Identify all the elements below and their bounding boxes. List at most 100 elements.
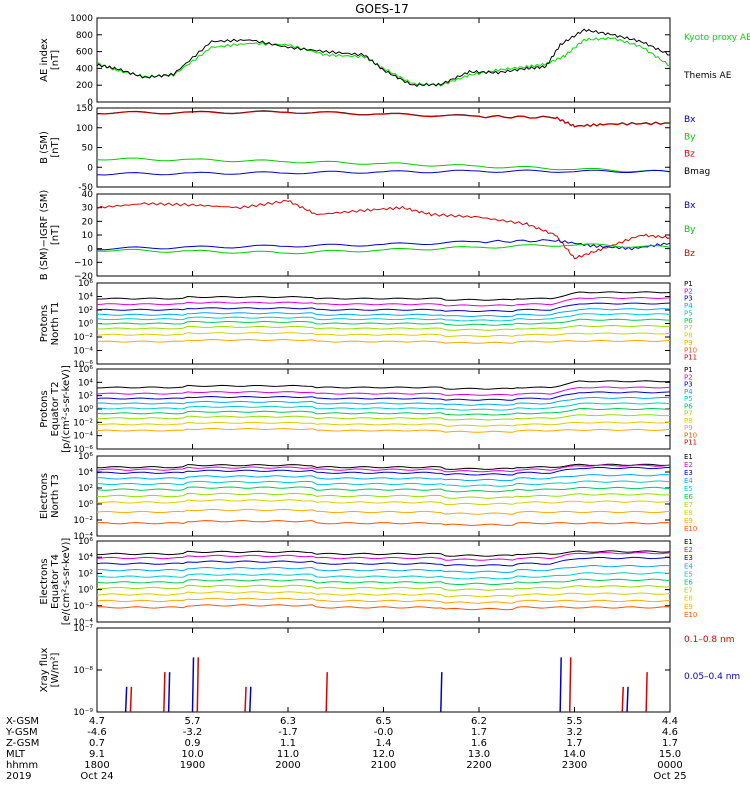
y-axis-label-line: [nT] [50, 50, 61, 70]
y-tick-label: 10⁶ [78, 537, 93, 547]
channel-line-e5 [96, 572, 671, 580]
y-axis-label-line: Protons [39, 390, 50, 427]
y-axis-label-line: B (SM)−IGRF (SM) [39, 190, 50, 281]
y-tick-label: 20 [82, 217, 94, 227]
y-tick-label: 400 [76, 64, 93, 74]
legend-entry: Bz [684, 150, 695, 160]
series-line-bz [96, 199, 671, 260]
legend-entry: P1 [684, 366, 693, 374]
chart-title: GOES-17 [355, 2, 409, 16]
xray-spike [325, 672, 328, 713]
ephemeris-value: 2300 [562, 760, 587, 771]
panel-2: 40 30 20 10 0 −10 −20 B (SM)−IGRF (SM)[nT] Bx By B… [39, 190, 696, 282]
xray-spike [559, 657, 562, 713]
legend-entry: E3 [684, 469, 693, 477]
xray-spike [163, 672, 166, 713]
ephemeris-row-label: hhmm [6, 760, 38, 771]
ephemeris-value: 13.0 [468, 749, 490, 760]
y-tick-label: 10² [78, 569, 93, 579]
y-tick-label: 150 [76, 104, 93, 114]
y-tick-label: 1000 [70, 14, 93, 24]
ephemeris-value: 5.7 [185, 716, 201, 727]
legend-entry: E9 [684, 517, 693, 525]
xray-spike [249, 686, 252, 713]
channel-line-p1 [96, 291, 671, 301]
y-tick-label: 40 [82, 190, 94, 200]
ephemeris-value: 0000 [657, 760, 682, 771]
y-tick-label: 10 [82, 231, 94, 241]
legend-entry: P5 [684, 395, 693, 403]
channel-line-e4 [97, 564, 671, 573]
channel-line-e1 [96, 463, 671, 470]
y-tick-label: 10⁻⁹ [73, 708, 93, 718]
plot-frame [96, 193, 671, 277]
channel-line-e3 [96, 466, 671, 476]
y-tick-label: 10⁻⁶ [73, 445, 93, 455]
xray-spike [621, 686, 624, 713]
y-tick-label: −20 [74, 272, 93, 282]
panel-1: 150 100 50 0 -50 B (SM)[nT] Bx By Bz Bmag [39, 104, 710, 193]
ephemeris-row-label: X-GSM [6, 716, 39, 727]
y-tick-label: 10⁻⁷ [73, 624, 93, 634]
channel-line-p5 [96, 313, 671, 322]
y-tick-label: 50 [82, 144, 94, 154]
xray-spike [124, 686, 128, 713]
ephemeris-value: 4.7 [89, 716, 105, 727]
ephemeris-value: 12.0 [372, 749, 394, 760]
legend-entry: Themis AE [683, 71, 732, 81]
channel-line-e8 [96, 499, 671, 506]
ephemeris-value: -3.2 [183, 727, 203, 738]
y-axis-label: AE index[nT] [39, 38, 61, 82]
y-tick-label: 10⁴ [78, 553, 93, 563]
panel-7: 10⁻⁷ 10⁻⁸ 10⁻⁹ Xray flux[W/m²] 0.1–0.8 nm 0.0… [39, 624, 740, 718]
channel-line-e8 [96, 591, 671, 598]
y-axis-label-line: Electrons [39, 473, 50, 519]
legend-entry: P9 [684, 339, 693, 347]
y-tick-label: 10² [78, 306, 93, 316]
legend-entry: E7 [684, 587, 693, 595]
ephemeris-row-label: MLT [6, 749, 26, 760]
legend-entry: P10 [684, 346, 697, 354]
y-tick-label: 10⁶ [78, 452, 93, 462]
series-line-bz [96, 110, 671, 128]
legend-entry: By [684, 132, 696, 142]
y-tick-label: 600 [76, 48, 93, 58]
plot-frame [96, 627, 671, 713]
channel-line-p2 [96, 296, 671, 307]
legend-entry: P8 [684, 417, 693, 425]
ephemeris-value: -0.0 [374, 727, 394, 738]
legend-entry: P4 [684, 302, 693, 310]
legend-entry: Bx [684, 115, 696, 125]
y-tick-label: 30 [82, 204, 94, 214]
legend-entry: E3 [684, 554, 693, 562]
legend-entry: E2 [684, 461, 693, 469]
channel-line-p5 [96, 402, 671, 411]
ephemeris-value: 15.0 [659, 749, 681, 760]
y-tick-label: 10⁶ [78, 279, 93, 289]
ephemeris-value: 6.5 [376, 716, 392, 727]
y-tick-label: 10⁴ [78, 293, 93, 303]
y-axis-label-line: [nT] [50, 137, 61, 157]
ephemeris-value: 1.7 [567, 738, 583, 749]
y-tick-label: 0 [87, 163, 93, 173]
y-axis-label: B (SM)[nT] [39, 131, 61, 164]
y-tick-label: 10⁴ [78, 378, 93, 388]
ephemeris-value: 1800 [84, 760, 109, 771]
legend-entry: P6 [684, 317, 693, 325]
ephemeris-value: 1.4 [376, 738, 392, 749]
xray-spike [167, 672, 171, 713]
series-line-by [96, 157, 671, 173]
y-tick-label: 10⁰ [78, 500, 93, 510]
y-tick-label: 10⁻² [73, 418, 93, 428]
legend-entry: E1 [684, 538, 693, 546]
ephemeris-value: 1.6 [471, 738, 487, 749]
channel-line-p4 [97, 396, 671, 406]
channel-line-p3 [96, 391, 671, 401]
y-tick-label: 10⁻⁴ [73, 532, 93, 542]
xray-spike [626, 686, 629, 713]
channel-line-p9 [96, 338, 671, 344]
legend-entry: P3 [684, 295, 693, 303]
ephemeris-value: 1.7 [471, 727, 487, 738]
ephemeris-value: 2100 [371, 760, 396, 771]
